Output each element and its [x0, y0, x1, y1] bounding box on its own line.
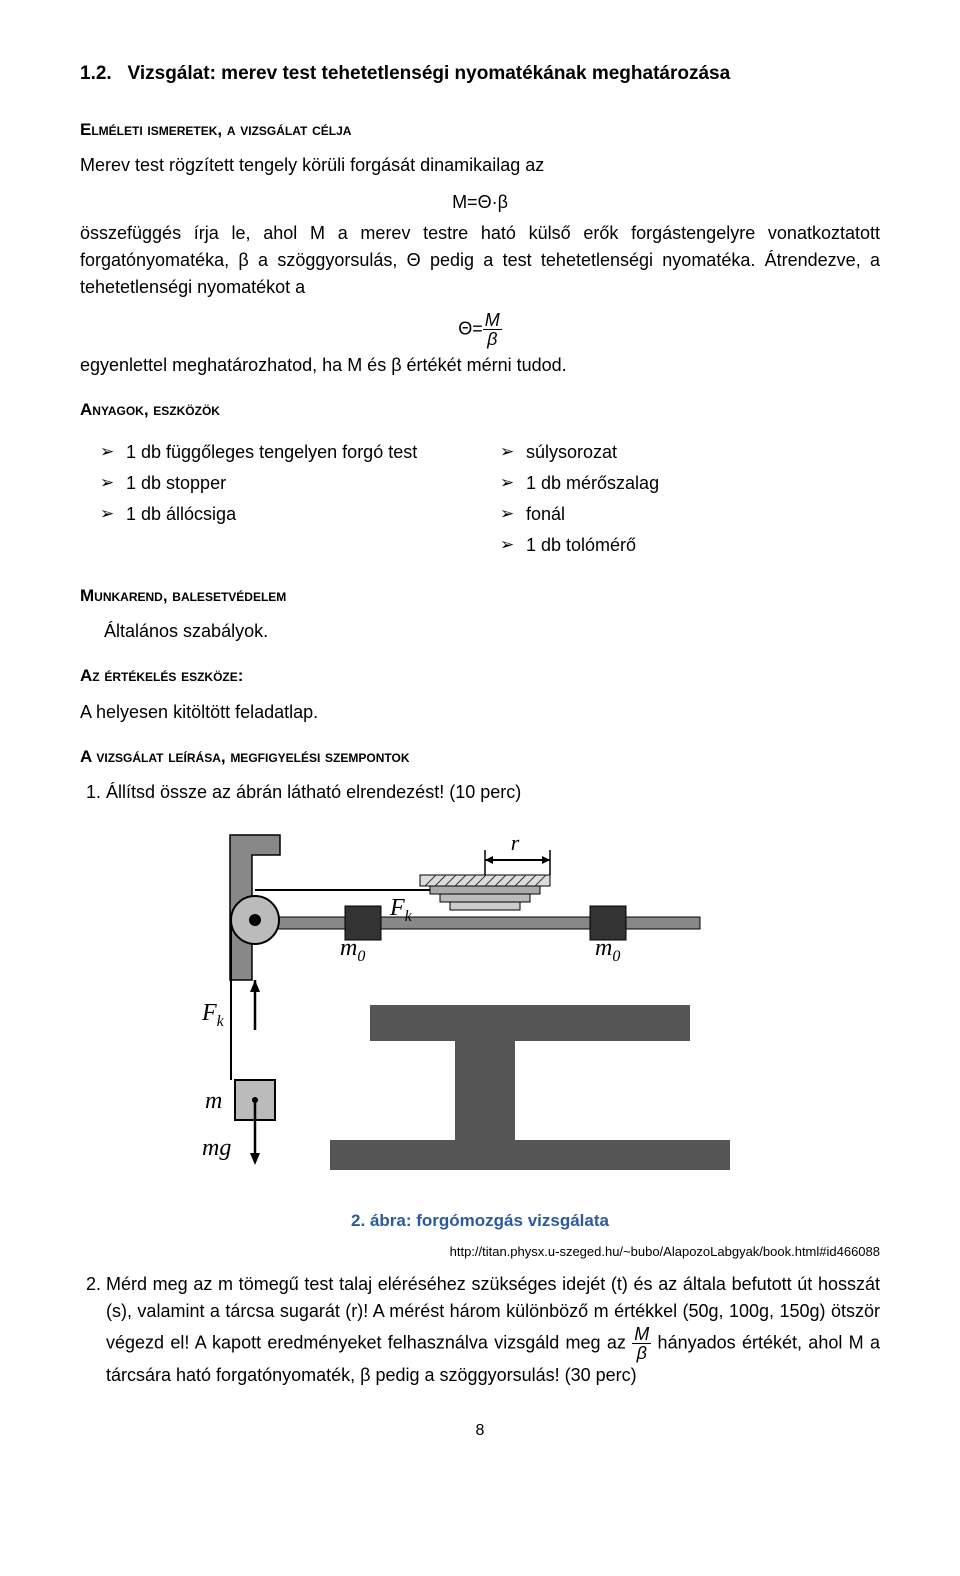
step2-num: M	[632, 1325, 651, 1344]
evaluation-heading: Az értékelés eszköze:	[80, 663, 880, 689]
figure-caption: 2. ábra: forgómozgás vizsgálata	[80, 1208, 880, 1234]
theory-heading: Elméleti ismeretek, a vizsgálat célja	[80, 117, 880, 143]
label-fk-left: Fk	[201, 1000, 225, 1030]
r-arrow-head-r	[542, 856, 550, 864]
label-m: m	[205, 1088, 222, 1114]
stand-base	[330, 1140, 730, 1170]
materials-columns: 1 db függőleges tengelyen forgó test 1 d…	[80, 433, 880, 565]
procedure-step-1: Állítsd össze az ábrán látható elrendezé…	[106, 779, 880, 806]
label-mg: mg	[202, 1135, 231, 1161]
rod	[270, 917, 700, 929]
section-number: 1.2.	[80, 63, 112, 84]
label-r: r	[511, 830, 520, 855]
fk-arrow-head	[250, 980, 260, 992]
list-item: 1 db tolómérő	[500, 532, 880, 559]
eq2-den: β	[483, 330, 502, 348]
stand-top-bar	[370, 1005, 690, 1041]
theory-p3: egyenlettel meghatározhatod, ha M és β é…	[80, 352, 880, 379]
section-title: 1.2. Vizsgálat: merev test tehetetlenség…	[80, 60, 880, 89]
equation-2: Θ=Mβ	[80, 311, 880, 348]
eq2-num: M	[483, 311, 502, 330]
pulley-center	[249, 914, 261, 926]
materials-col-right: súlysorozat 1 db mérőszalag fonál 1 db t…	[480, 433, 880, 565]
section-title-text: Vizsgálat: merev test tehetetlenségi nyo…	[128, 63, 731, 84]
materials-heading: Anyagok, eszközök	[80, 397, 880, 423]
r-arrow-head-l	[485, 856, 493, 864]
eq2-fraction: Mβ	[483, 311, 502, 348]
workorder-text: Általános szabályok.	[80, 618, 880, 645]
procedure-list: Állítsd össze az ábrán látható elrendezé…	[80, 779, 880, 806]
evaluation-text: A helyesen kitöltött feladatlap.	[80, 699, 880, 726]
figure-wrap: r Fk m0 m0 Fk m mg 2. ábra: forgómozgás …	[80, 820, 880, 1234]
list-item: súlysorozat	[500, 439, 880, 466]
list-item: fonál	[500, 501, 880, 528]
list-item: 1 db mérőszalag	[500, 470, 880, 497]
label-fk-top: Fk	[389, 895, 413, 925]
theory-p1: Merev test rögzített tengely körüli forg…	[80, 152, 880, 179]
list-item: 1 db állócsiga	[100, 501, 480, 528]
figure-diagram: r Fk m0 m0 Fk m mg	[200, 820, 760, 1190]
eq2-lhs: Θ=	[458, 318, 483, 338]
procedure-heading: A vizsgálat leírása, megfigyelési szempo…	[80, 744, 880, 770]
disc-1	[450, 902, 520, 910]
procedure-list-2: Mérd meg az m tömegű test talaj eléréséh…	[80, 1271, 880, 1389]
figure-source: http://titan.physx.u-szeged.hu/~bubo/Ala…	[80, 1242, 880, 1262]
workorder-heading: Munkarend, balesetvédelem	[80, 583, 880, 609]
page-number: 8	[80, 1419, 880, 1443]
list-item: 1 db függőleges tengelyen forgó test	[100, 439, 480, 466]
procedure-step-2: Mérd meg az m tömegű test talaj eléréséh…	[106, 1271, 880, 1389]
step2-den: β	[632, 1344, 651, 1362]
list-item: 1 db stopper	[100, 470, 480, 497]
theory-p2: összefüggés írja le, ahol M a merev test…	[80, 220, 880, 301]
mg-arrow-head	[250, 1153, 260, 1165]
step2-fraction: Mβ	[632, 1325, 651, 1362]
equation-1: M=Θ·β	[80, 189, 880, 216]
disc-2	[440, 894, 530, 902]
materials-col-left: 1 db függőleges tengelyen forgó test 1 d…	[80, 433, 480, 565]
disc-3	[430, 886, 540, 894]
